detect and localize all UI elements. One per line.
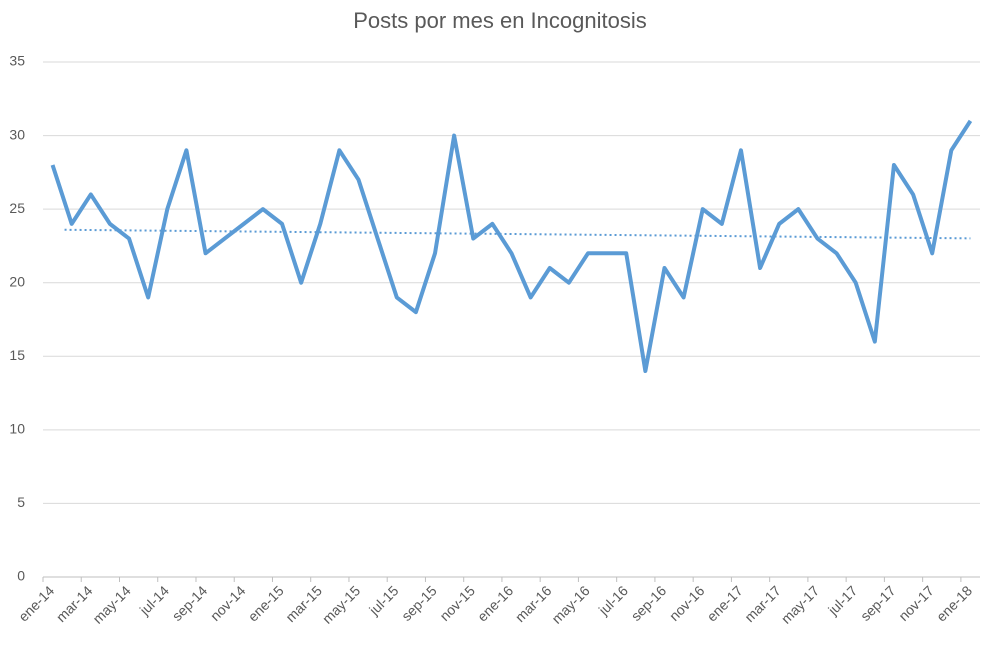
x-tick-label: nov-16: [666, 582, 708, 624]
x-tick-label: mar-16: [512, 582, 555, 625]
chart-title: Posts por mes en Incognitosis: [353, 8, 646, 33]
x-tick-label: nov-14: [207, 582, 249, 624]
x-tick-label: may-16: [548, 582, 592, 626]
x-tick-label: may-17: [778, 582, 822, 626]
y-tick-label: 10: [9, 421, 25, 437]
x-tick-label: ene-14: [15, 582, 57, 624]
y-tick-label: 35: [9, 53, 25, 69]
x-tick-label: mar-14: [53, 582, 96, 625]
x-tick-label: sep-17: [857, 582, 899, 624]
x-tick-label: nov-15: [436, 582, 478, 624]
x-tick-label: jul-14: [136, 582, 172, 618]
y-tick-label: 20: [9, 273, 25, 289]
x-tick-label: ene-16: [474, 582, 516, 624]
y-tick-label: 5: [17, 494, 25, 510]
x-tick-label: mar-17: [741, 582, 784, 625]
x-tick-label: may-15: [319, 582, 363, 626]
trendline: [64, 228, 971, 240]
x-tick-label: sep-16: [628, 582, 670, 624]
line: [50, 119, 973, 373]
x-tick-label: sep-14: [169, 582, 211, 624]
x-tick-label: ene-17: [704, 582, 746, 624]
y-tick-label: 25: [9, 200, 25, 216]
x-tick-label: mar-15: [282, 582, 325, 625]
y-tick-label: 0: [17, 568, 25, 584]
x-tick-label: ene-18: [933, 582, 975, 624]
x-tick-label: nov-17: [895, 582, 937, 624]
x-tick-label: may-14: [89, 582, 133, 626]
x-tick-label: ene-15: [245, 582, 287, 624]
x-tick-label: sep-15: [398, 582, 440, 624]
y-tick-label: 30: [9, 126, 25, 142]
x-tick-label: jul-15: [365, 582, 401, 618]
y-tick-label: 15: [9, 347, 25, 363]
x-tick-label: jul-16: [595, 582, 631, 618]
x-tick-label: jul-17: [824, 582, 860, 618]
